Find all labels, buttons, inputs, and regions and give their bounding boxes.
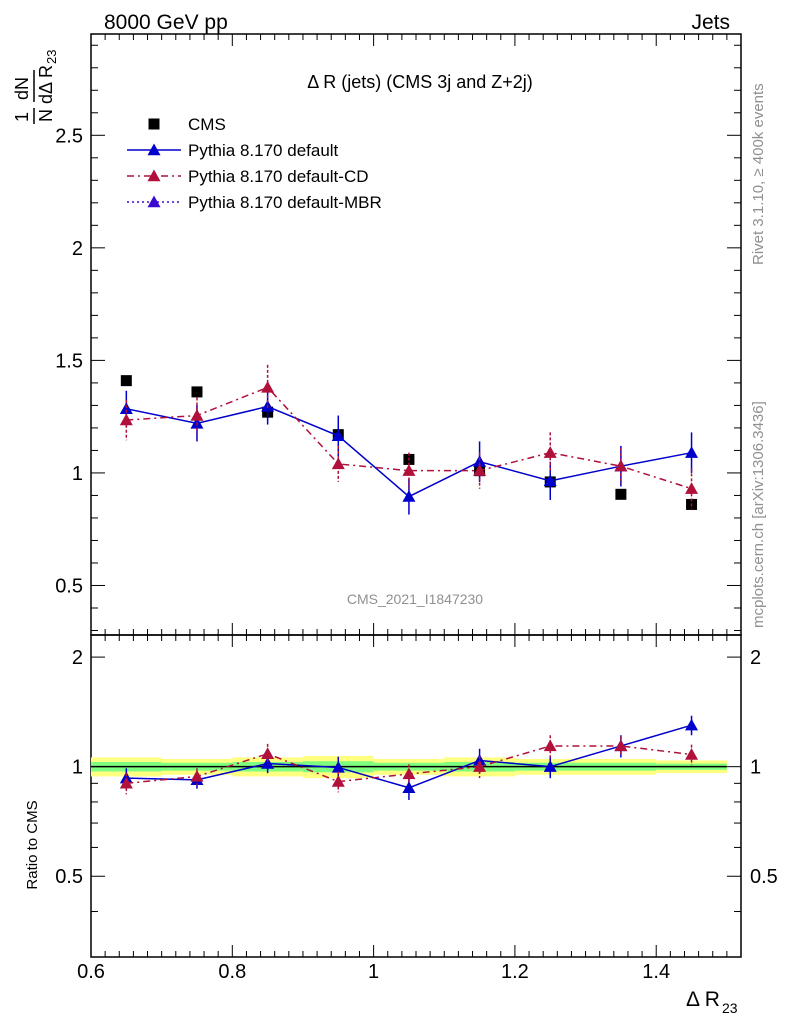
header-left: 8000 GeV pp: [104, 11, 228, 34]
main-panel: 0.5 1 1.5 2 2.5: [55, 33, 742, 636]
legend-marker-cms: [148, 118, 160, 130]
ratio-marker-1: [473, 760, 487, 772]
ratio-marker-0: [331, 760, 345, 773]
ratio-marker-0: [543, 760, 557, 772]
series-marker-2: [331, 457, 345, 470]
mcplots-label: mcplots.cern.ch [arXiv:1306.3436]: [750, 401, 767, 628]
header-right: Jets: [691, 11, 730, 34]
legend-marker: [147, 169, 161, 182]
main-y-axis-label: 1 dN N dΔ R 23: [8, 50, 59, 124]
main-y-axis-label-denominator-2: dΔ R: [36, 65, 56, 104]
ratio-marker-1: [614, 739, 628, 752]
analysis-watermark: CMS_2021_I1847230: [347, 591, 483, 607]
series-marker-2: [685, 482, 699, 494]
ratio-marker-0: [261, 757, 275, 769]
ratio-y-tick-label-right: 2: [750, 647, 761, 669]
ratio-y-tick-label-right: 1: [750, 757, 761, 779]
y-tick-label: 1.5: [55, 350, 83, 372]
cms-data-point: [120, 375, 132, 387]
ratio-marker-1: [119, 776, 133, 789]
legend-label: Pythia 8.170 default: [188, 141, 339, 160]
x-tick-label: 0.6: [77, 961, 105, 983]
legend-label: Pythia 8.170 default-MBR: [188, 193, 382, 212]
ratio-marker-1: [402, 767, 416, 780]
x-tick-label: 1.4: [642, 961, 670, 983]
ratio-marker-1: [331, 775, 345, 787]
ratio-marker-1: [190, 769, 204, 782]
legend-label: Pythia 8.170 default-CD: [188, 167, 369, 186]
legend: CMS Pythia 8.170 default Pythia 8.170 defa…: [127, 115, 382, 212]
y-tick-label: 2.5: [55, 125, 83, 147]
series-line-2: [126, 386, 692, 490]
series-marker-1: [473, 455, 487, 467]
y-tick-label: 1: [72, 463, 83, 485]
legend-label: CMS: [188, 115, 226, 134]
ratio-frame: [90, 634, 742, 958]
series-marker-2: [614, 459, 628, 472]
ratio-y-tick-label: 2: [72, 647, 83, 669]
series-marker-2: [119, 413, 133, 426]
x-axis-label: Δ R 23: [686, 988, 738, 1016]
series-marker-2: [190, 409, 204, 421]
ratio-marker-0: [402, 781, 416, 793]
ratio-y-tick-label-right: 0.5: [750, 866, 778, 888]
series-marker-1: [119, 402, 133, 414]
ratio-y-tick-label: 1: [72, 757, 83, 779]
ratio-marker-1: [543, 739, 557, 752]
ratio-panel: 0.6 0.8 1 1.2 1.4 0.5 0.5 1 1 2 2: [55, 634, 778, 983]
series-marker-1: [543, 474, 557, 487]
series-marker-2: [261, 380, 275, 393]
main-plot-title: Δ R (jets) (CMS 3j and Z+2j): [307, 72, 533, 92]
legend-marker: [147, 195, 161, 208]
x-axis-label-sub: 23: [722, 1000, 738, 1016]
x-tick-label: 1: [368, 961, 379, 983]
y-tick-label: 2: [72, 238, 83, 260]
cms-data-point: [191, 386, 203, 398]
series-marker-1: [402, 490, 416, 502]
main-y-axis-label-sub: 23: [44, 50, 59, 64]
series-marker-1: [685, 446, 699, 458]
main-y-axis-label-text: 1 dN: [8, 77, 33, 122]
rivet-label: Rivet 3.1.10, ≥ 400k events: [750, 83, 767, 265]
series-marker-2: [543, 446, 557, 458]
x-axis-label-text: Δ R: [686, 988, 720, 1011]
legend-marker: [147, 143, 161, 156]
ratio-y-tick-label: 0.5: [55, 866, 83, 888]
series-marker-2: [402, 464, 416, 476]
ratio-marker-0: [685, 718, 699, 731]
y-tick-label: 0.5: [55, 575, 83, 597]
cms-data-point: [615, 488, 627, 500]
x-tick-label: 0.8: [218, 961, 246, 983]
ratio-marker-1: [685, 748, 699, 760]
series-marker-1: [331, 429, 345, 441]
ratio-y-axis-label: Ratio to CMS: [24, 800, 41, 889]
ratio-marker-1: [261, 747, 275, 759]
series-marker-2: [473, 464, 487, 476]
x-tick-label: 1.2: [501, 961, 529, 983]
ratio-marker-0: [473, 753, 487, 766]
main-y-axis-label-denominator: N: [36, 109, 56, 122]
